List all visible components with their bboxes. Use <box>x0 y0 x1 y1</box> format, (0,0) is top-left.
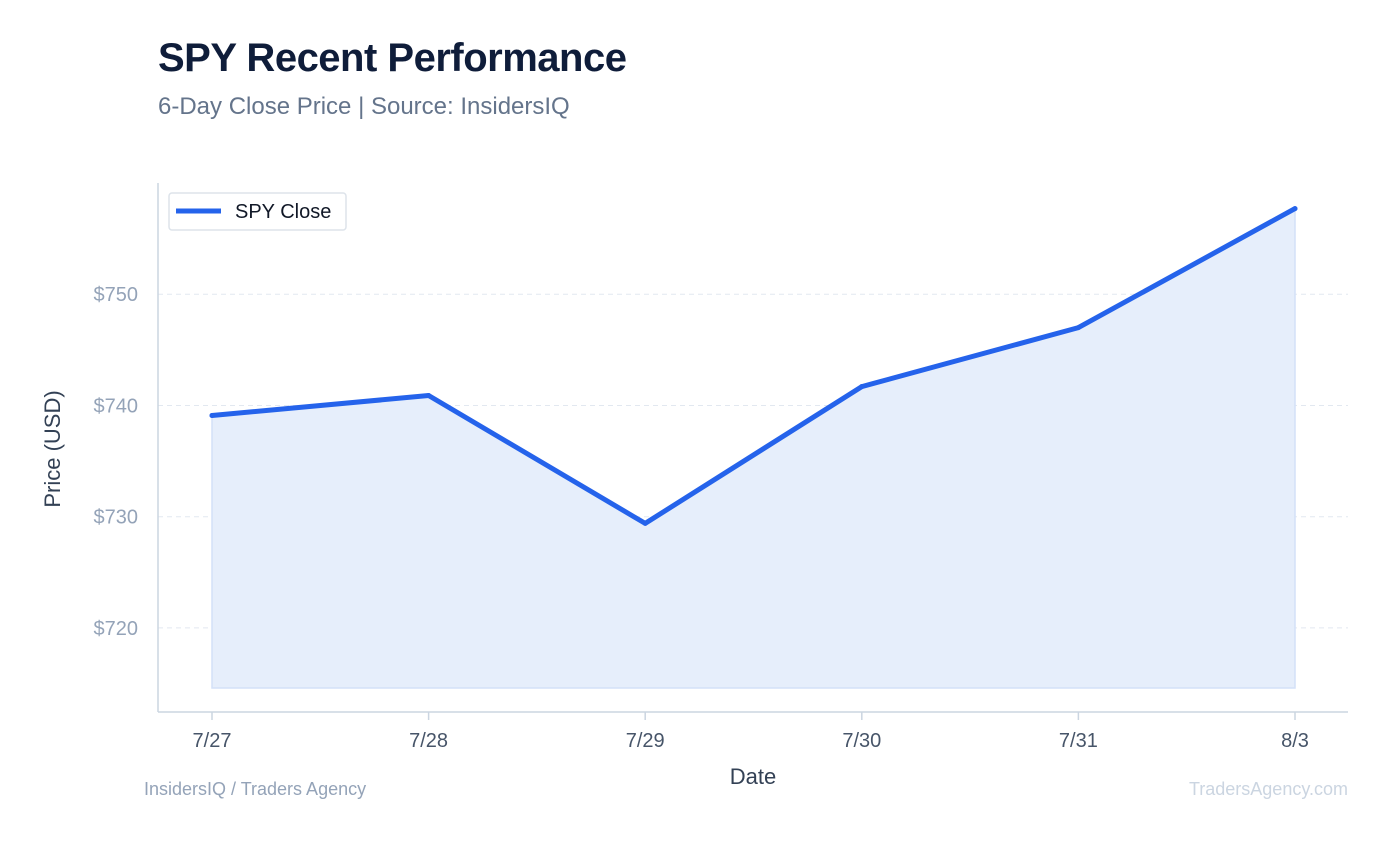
y-tick-label: $730 <box>94 507 139 529</box>
data-point <box>1075 325 1081 331</box>
x-tick-label: 8/3 <box>1281 730 1309 752</box>
y-axis-label: Price (USD) <box>40 390 65 507</box>
axes <box>157 183 1348 713</box>
footer-site: TradersAgency.com <box>1188 779 1348 799</box>
series-line <box>209 206 1298 526</box>
y-tick-label: $720 <box>94 618 139 640</box>
data-point <box>642 520 648 526</box>
x-tick-labels: 7/27 7/28 7/29 7/30 7/31 8/3 <box>193 712 1309 752</box>
y-tick-labels: $720 $730 $740 $750 <box>94 284 139 640</box>
data-points <box>209 206 1298 526</box>
x-axis-label: Date <box>730 764 776 789</box>
x-tick-label: 7/29 <box>626 730 665 752</box>
x-tick-label: 7/27 <box>193 730 232 752</box>
y-tick-label: $740 <box>94 395 139 417</box>
data-point <box>1292 206 1298 212</box>
legend-box <box>168 192 347 231</box>
data-point <box>426 392 432 398</box>
data-point <box>859 384 865 390</box>
chart-title: SPY Recent Performance <box>158 36 627 80</box>
x-tick-label: 7/30 <box>842 730 881 752</box>
x-tick-label: 7/31 <box>1059 730 1098 752</box>
legend-label: SPY Close <box>235 201 331 223</box>
chart-subtitle: 6-Day Close Price | Source: InsidersIQ <box>158 93 570 120</box>
footer-credit: InsidersIQ / Traders Agency <box>144 779 367 799</box>
x-tick-label: 7/28 <box>409 730 448 752</box>
area-fill <box>211 207 1296 689</box>
legend: SPY Close <box>168 192 347 231</box>
data-point <box>209 412 215 418</box>
y-tick-label: $750 <box>94 284 139 306</box>
